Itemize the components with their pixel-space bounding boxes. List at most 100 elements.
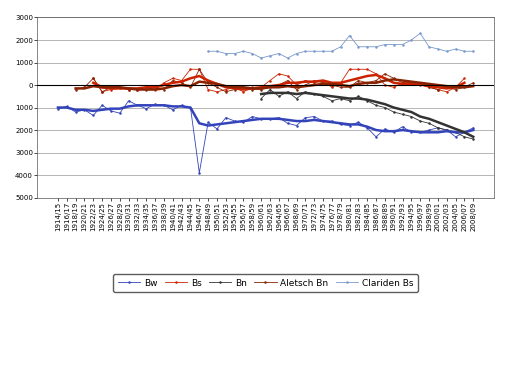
Aletsch Bn [453, 87, 459, 92]
Bw [240, 120, 246, 124]
Aletsch Bn [320, 81, 326, 85]
Bw [81, 107, 88, 112]
Bs [347, 67, 353, 71]
Bn [267, 87, 273, 92]
Aletsch Bn [364, 81, 370, 85]
Clariden Bs [435, 47, 441, 51]
Bs [179, 78, 185, 83]
Bs [382, 83, 388, 87]
Bs [373, 71, 379, 76]
Aletsch Bn [302, 83, 308, 87]
Bw [400, 124, 406, 129]
Clariden Bs [444, 49, 450, 54]
Line: Bw: Bw [56, 99, 474, 174]
Bn [294, 96, 300, 101]
Bw [453, 135, 459, 139]
Bs [417, 83, 423, 87]
Clariden Bs [400, 42, 406, 47]
Bw [108, 108, 114, 113]
Aletsch Bn [470, 81, 476, 85]
Bs [161, 81, 167, 85]
Clariden Bs [417, 31, 423, 36]
Aletsch Bn [134, 87, 140, 92]
Bw [444, 128, 450, 132]
Clariden Bs [320, 49, 326, 54]
Aletsch Bn [161, 87, 167, 92]
Clariden Bs [267, 54, 273, 58]
Bw [329, 119, 335, 123]
Bn [417, 119, 423, 123]
Bs [320, 78, 326, 83]
Bw [390, 130, 397, 135]
Bw [258, 116, 264, 121]
Bs [267, 78, 273, 83]
Line: Aletsch Bn: Aletsch Bn [74, 68, 474, 93]
Bs [152, 87, 158, 92]
Bw [90, 113, 96, 118]
Aletsch Bn [400, 81, 406, 85]
Bw [417, 130, 423, 135]
Bn [390, 110, 397, 114]
Bn [285, 90, 291, 94]
Bw [249, 114, 256, 119]
Bn [435, 125, 441, 130]
Clariden Bs [232, 51, 238, 56]
Bw [205, 120, 211, 124]
Bn [258, 96, 264, 101]
Bw [461, 130, 467, 135]
Aletsch Bn [90, 76, 96, 81]
Clariden Bs [470, 49, 476, 54]
Aletsch Bn [232, 87, 238, 92]
Clariden Bs [294, 51, 300, 56]
Clariden Bs [408, 38, 414, 42]
Bn [347, 99, 353, 103]
Aletsch Bn [152, 85, 158, 90]
Bs [232, 85, 238, 90]
Clariden Bs [276, 51, 282, 56]
Bw [426, 128, 432, 132]
Aletsch Bn [426, 85, 432, 90]
Clariden Bs [214, 49, 220, 54]
Clariden Bs [373, 45, 379, 49]
Bw [223, 115, 229, 120]
Bs [311, 81, 317, 85]
Aletsch Bn [99, 90, 105, 94]
Aletsch Bn [408, 81, 414, 85]
Aletsch Bn [267, 85, 273, 90]
Line: Bn: Bn [260, 88, 474, 140]
Aletsch Bn [285, 78, 291, 83]
Aletsch Bn [311, 78, 317, 83]
Bs [400, 81, 406, 85]
Aletsch Bn [435, 87, 441, 92]
Clariden Bs [453, 47, 459, 51]
Bn [453, 130, 459, 135]
Bn [382, 105, 388, 110]
Bn [461, 135, 467, 139]
Bs [240, 90, 246, 94]
Clariden Bs [347, 33, 353, 38]
Bw [355, 120, 361, 124]
Bw [169, 107, 176, 112]
Bn [355, 94, 361, 99]
Bn [276, 94, 282, 99]
Bn [320, 94, 326, 99]
Bs [223, 87, 229, 92]
Bw [55, 106, 61, 111]
Bw [117, 111, 123, 115]
Aletsch Bn [461, 85, 467, 90]
Bs [390, 85, 397, 90]
Bs [337, 81, 344, 85]
Bs [126, 87, 132, 92]
Bw [382, 127, 388, 131]
Bs [285, 74, 291, 78]
Bw [143, 106, 149, 111]
Clariden Bs [249, 51, 256, 56]
Bs [205, 87, 211, 92]
Bw [347, 123, 353, 128]
Aletsch Bn [382, 71, 388, 76]
Aletsch Bn [373, 78, 379, 83]
Bn [444, 128, 450, 132]
Bw [408, 130, 414, 135]
Bs [249, 85, 256, 90]
Bs [187, 67, 193, 71]
